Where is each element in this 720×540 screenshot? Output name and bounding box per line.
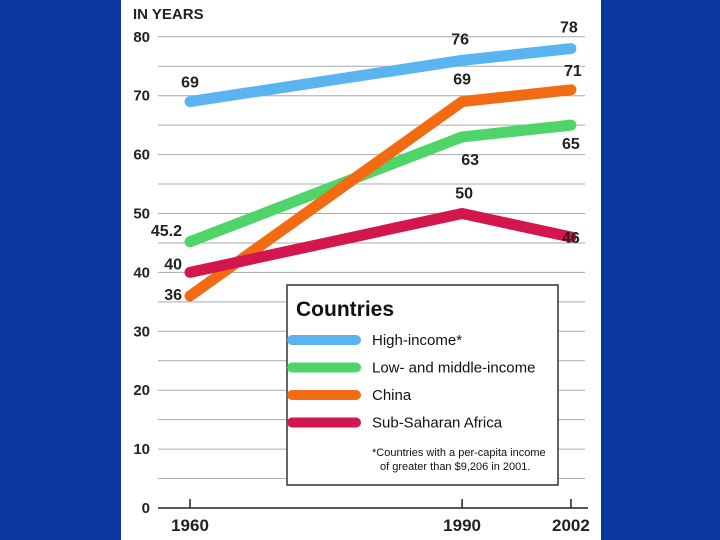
y-tick-label: 20: [133, 382, 150, 399]
x-tick-label: 2002: [552, 516, 590, 535]
legend-item-label: Sub-Saharan Africa: [372, 415, 503, 432]
data-label: 40: [164, 256, 182, 273]
x-tick-label: 1990: [443, 516, 481, 535]
legend-item-label: High-income*: [372, 332, 462, 349]
data-label: 78: [560, 20, 578, 37]
data-label: 69: [453, 72, 471, 89]
data-label: 71: [564, 63, 582, 80]
y-tick-label: 10: [133, 441, 150, 458]
y-tick-label: 40: [133, 264, 150, 281]
data-label: 50: [455, 186, 473, 203]
series-line-2: [184, 84, 577, 302]
y-tick-label: 60: [133, 147, 150, 164]
legend-item-label: China: [372, 387, 412, 404]
data-label: 65: [562, 136, 580, 153]
data-label: 76: [451, 31, 469, 48]
y-tick-label: 80: [133, 29, 150, 46]
data-label: 36: [164, 287, 182, 304]
data-label: 46: [562, 230, 580, 247]
series-line-1: [184, 119, 577, 248]
y-axis-label: IN YEARS: [133, 6, 204, 23]
data-label: 63: [461, 152, 479, 169]
data-label: 69: [181, 75, 199, 92]
y-tick-label: 70: [133, 88, 150, 105]
legend: Countries High-income* Low- and middle-in…: [286, 284, 559, 486]
legend-item-label: Low- and middle-income: [372, 360, 535, 377]
y-tick-label: 30: [133, 323, 150, 340]
series-line-0: [184, 43, 577, 108]
data-label: 45.2: [151, 223, 182, 240]
legend-box: [286, 284, 559, 486]
legend-note: *Countries with a per-capita income of gr…: [372, 447, 546, 473]
legend-title: Countries: [296, 298, 394, 321]
series-line-3: [184, 208, 577, 278]
y-tick-label: 0: [142, 500, 150, 517]
y-tick-label: 50: [133, 206, 150, 223]
x-tick-label: 1960: [171, 516, 209, 535]
